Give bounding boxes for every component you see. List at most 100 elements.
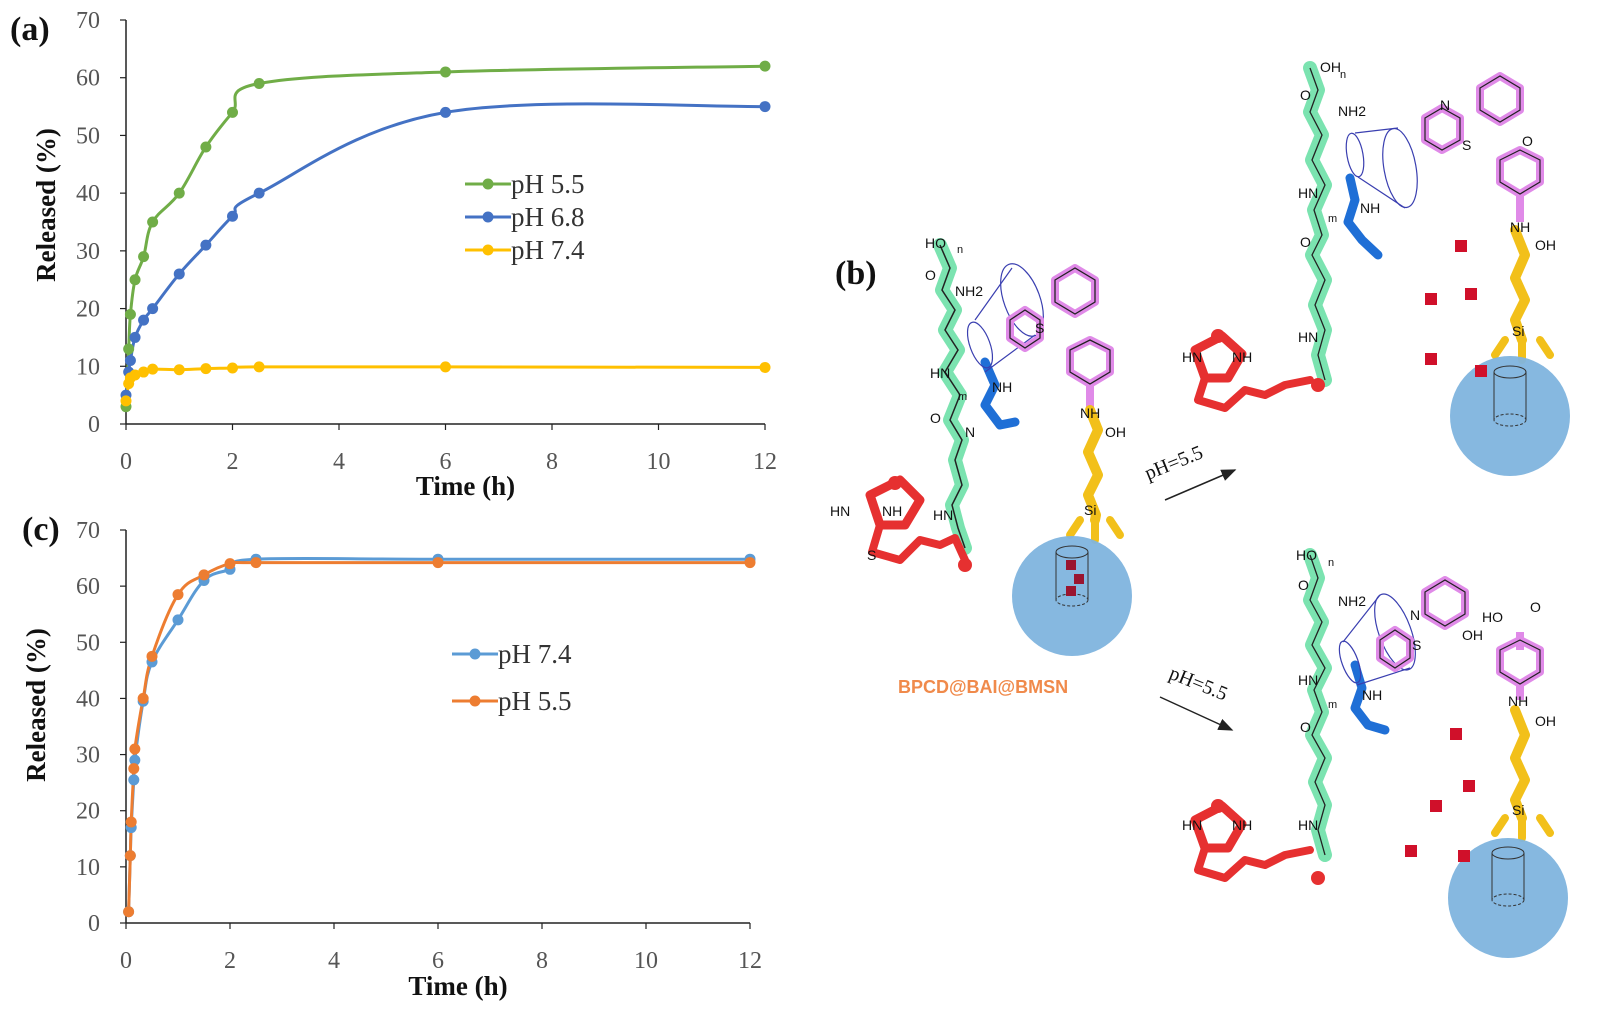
chem-label-oh: OH: [1105, 424, 1126, 440]
data-point: [128, 774, 140, 786]
legend-label: pH 6.8: [511, 202, 585, 232]
biotin-group: [865, 475, 972, 572]
data-point: [227, 106, 238, 118]
data-point: [147, 216, 159, 228]
data-point: [200, 239, 212, 251]
x-tick-label: 12: [738, 948, 762, 974]
top-chem-nh2: NH2: [1338, 103, 1366, 119]
chem-label-hn2: HN: [933, 507, 953, 523]
top-chem-si: Si: [1512, 323, 1524, 339]
product-top: OH n O NH2 HN m O NH N S O NH OH Si HN H…: [1182, 59, 1570, 476]
mesoporous-silica-sphere: [1012, 536, 1132, 656]
arrow-bottom-label: pH=5.5: [1166, 662, 1231, 705]
legend-marker: [482, 211, 494, 223]
main-structure: HO n O NH2 HN m O NH N S NH OH HN Si HN …: [830, 235, 1132, 697]
legend-marker: [469, 648, 481, 660]
x-tick-label: 0: [120, 449, 132, 475]
data-point: [759, 361, 771, 373]
data-point: [138, 366, 150, 378]
chem-label-n: n: [957, 244, 963, 256]
y-tick-label: 20: [76, 297, 100, 323]
panel-label-a: (a): [10, 11, 50, 48]
chem-label-hn: HN: [930, 365, 950, 381]
data-point: [129, 369, 141, 381]
release-chart-a: 0 2 4 6 8 10 12 0 10 20 30 40 50 60 70 Time (h) Released…: [31, 8, 777, 501]
bottom-chem-si: Si: [1512, 802, 1524, 818]
bottom-chem-hn2: HN: [1298, 817, 1318, 833]
y-axis-title: Released (%): [21, 628, 51, 782]
y-tick-label: 60: [76, 574, 100, 600]
legend-label: pH 5.5: [511, 169, 585, 199]
data-point: [172, 614, 184, 626]
top-chem-o2: O: [1300, 234, 1311, 250]
top-chem-o: O: [1300, 87, 1311, 103]
bottom-chem-n: n: [1328, 557, 1334, 569]
chem-label-m: m: [958, 391, 967, 403]
bottom-chem-m: m: [1328, 699, 1337, 711]
y-tick-label: 20: [76, 799, 100, 825]
x-tick-label: 4: [328, 948, 340, 974]
data-point: [173, 268, 185, 280]
data-point: [138, 251, 150, 263]
chart-c-points: [123, 553, 756, 918]
y-tick-label: 10: [76, 855, 100, 881]
y-tick-label: 0: [88, 911, 100, 937]
data-point: [129, 274, 141, 286]
x-tick-label: 2: [227, 449, 239, 475]
release-chart-c: 0 2 4 6 8 10 12 0 10 20 30 40 50 60 70 Time (h) Released…: [21, 518, 762, 1001]
data-point: [129, 743, 141, 755]
chem-label-hn3: HN: [830, 503, 850, 519]
x-axis-title: Time (h): [408, 971, 507, 1001]
compound-name-label: BPCD@BAI@BMSN: [898, 677, 1068, 697]
data-point: [759, 60, 771, 72]
blue-linker: [980, 357, 1020, 430]
legend-marker: [482, 244, 494, 256]
chem-label-nh2: NH2: [955, 283, 983, 299]
reaction-arrow-bottom: pH=5.5: [1159, 662, 1234, 731]
data-point: [129, 754, 141, 766]
bottom-chem-nh4: NH: [1232, 817, 1252, 833]
bottom-chem-nh3: NH: [1508, 693, 1528, 709]
data-point: [124, 355, 136, 367]
bottom-chem-hn3: HN: [1182, 817, 1202, 833]
data-point: [440, 361, 451, 373]
x-tick-label: 6: [440, 449, 452, 475]
x-tick-label: 2: [224, 948, 236, 974]
chem-label-s: S: [1035, 320, 1044, 336]
y-tick-label: 40: [76, 181, 100, 207]
legend-label: pH 5.5: [498, 686, 572, 716]
chem-label-o: O: [925, 267, 936, 283]
data-point: [224, 558, 236, 570]
data-point: [440, 106, 451, 118]
chem-label-nh3: NH: [1080, 405, 1100, 421]
legend-marker: [482, 178, 494, 190]
bottom-chem-nh2: NH2: [1338, 593, 1366, 609]
data-point: [123, 906, 135, 918]
reaction-arrow-top: pH=5.5: [1142, 441, 1237, 501]
legend-label: pH 7.4: [511, 235, 585, 265]
chart-a-points: [120, 60, 771, 413]
y-tick-label: 70: [76, 8, 100, 34]
y-tick-label: 60: [76, 66, 100, 92]
data-point: [253, 77, 265, 89]
yellow-linker: [1083, 405, 1103, 525]
data-point: [125, 816, 137, 828]
data-point: [147, 363, 159, 375]
x-tick-label: 12: [753, 449, 777, 475]
series-line: [127, 556, 750, 912]
y-tick-label: 70: [76, 518, 100, 544]
bottom-chem-hn: HN: [1298, 672, 1318, 688]
bottom-chem-oh2: OH: [1535, 713, 1556, 729]
y-tick-label: 50: [76, 630, 100, 656]
top-chem-oh: OH: [1320, 59, 1341, 75]
chem-label-si: Si: [1084, 502, 1096, 518]
legend-marker: [469, 695, 481, 707]
top-chem-nh3: NH: [1510, 219, 1530, 235]
bottom-chem-nh: NH: [1362, 687, 1382, 703]
y-tick-label: 40: [76, 686, 100, 712]
data-point: [123, 343, 135, 355]
chart-c-axes: 0 2 4 6 8 10 12 0 10 20 30 40 50 60 70 Time (h) Released…: [21, 518, 762, 1001]
data-point: [227, 210, 238, 222]
top-chem-m: m: [1328, 213, 1337, 225]
data-point: [129, 331, 141, 343]
